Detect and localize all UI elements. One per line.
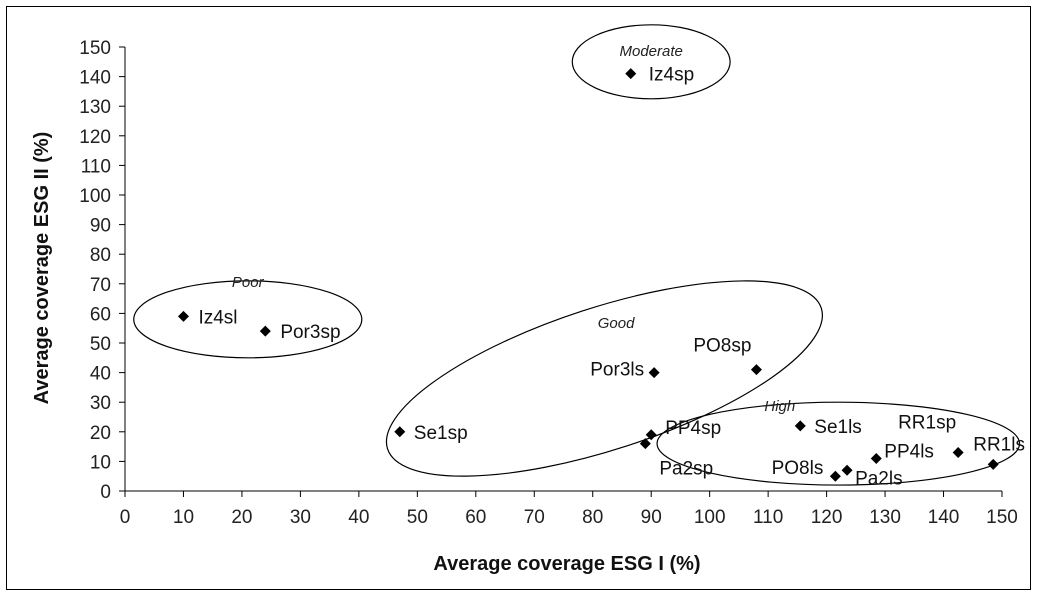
group-label: Poor bbox=[232, 274, 265, 291]
point-label-PO8ls: PO8ls bbox=[772, 458, 824, 479]
point-label-Pa2ls: Pa2ls bbox=[855, 468, 903, 489]
data-point-Se1ls bbox=[794, 420, 806, 432]
point-label-RR1ls: RR1ls bbox=[973, 434, 1025, 455]
x-tick-label: 130 bbox=[869, 507, 901, 528]
data-point-RR1ls bbox=[987, 458, 999, 470]
point-label-Se1sp: Se1sp bbox=[414, 423, 468, 444]
point-label-Por3ls: Por3ls bbox=[590, 360, 644, 381]
x-tick-label: 60 bbox=[465, 507, 486, 528]
y-axis-title: Average coverage ESG II (%) bbox=[31, 132, 53, 405]
group-ellipse bbox=[571, 24, 731, 100]
group-label: Good bbox=[598, 315, 635, 332]
x-tick-label: 0 bbox=[120, 507, 131, 528]
x-tick-label: 140 bbox=[928, 507, 960, 528]
point-label-PO8sp: PO8sp bbox=[693, 336, 751, 357]
y-tick-label: 130 bbox=[79, 97, 111, 118]
y-tick-label: 20 bbox=[90, 423, 111, 444]
data-point-Pa2ls bbox=[841, 464, 853, 476]
point-label-Iz4sl: Iz4sl bbox=[198, 307, 237, 328]
group-label: Moderate bbox=[620, 43, 683, 60]
x-tick-label: 70 bbox=[524, 507, 545, 528]
x-tick-label: 150 bbox=[986, 507, 1018, 528]
chart-frame bbox=[6, 6, 1031, 590]
data-point-RR1sp bbox=[952, 447, 964, 459]
x-tick-label: 120 bbox=[811, 507, 843, 528]
y-tick-label: 0 bbox=[100, 482, 111, 503]
point-label-Pa2sp: Pa2sp bbox=[659, 459, 713, 480]
group-ellipse bbox=[656, 401, 1021, 486]
x-tick-label: 30 bbox=[290, 507, 311, 528]
x-axis-title: Average coverage ESG I (%) bbox=[433, 553, 700, 575]
x-tick-label: 10 bbox=[173, 507, 194, 528]
y-tick-label: 120 bbox=[79, 127, 111, 148]
x-tick-label: 50 bbox=[407, 507, 428, 528]
group-ellipse bbox=[133, 280, 363, 359]
data-point-Pa2sp bbox=[639, 438, 651, 450]
point-label-PP4sp: PP4sp bbox=[665, 418, 721, 439]
group-ellipses: Moderate Poor Good High bbox=[133, 24, 1021, 486]
x-tick-label: 100 bbox=[694, 507, 726, 528]
data-point-Por3ls bbox=[648, 367, 660, 379]
data-point-PO8sp bbox=[750, 364, 762, 376]
y-tick-label: 110 bbox=[81, 156, 111, 177]
y-tick-label: 10 bbox=[90, 452, 111, 473]
data-points: Iz4sp Iz4sl Por3sp Se1sp Por3ls PO8sp PP4sp Pa2… bbox=[177, 65, 1025, 489]
y-tick-label: 100 bbox=[79, 186, 111, 207]
y-tick-label: 30 bbox=[90, 393, 111, 414]
point-label-Iz4sp: Iz4sp bbox=[649, 65, 694, 86]
data-point-Iz4sp bbox=[625, 68, 637, 80]
y-tick-label: 40 bbox=[90, 364, 111, 385]
y-tick-label: 140 bbox=[79, 68, 111, 89]
data-point-PP4ls bbox=[870, 452, 882, 464]
data-point-Se1sp bbox=[394, 426, 406, 438]
group-ellipse bbox=[385, 280, 823, 477]
x-tick-label: 90 bbox=[641, 507, 662, 528]
data-point-Iz4sl bbox=[177, 310, 189, 322]
y-tick-label: 60 bbox=[90, 304, 111, 325]
data-point-Por3sp bbox=[259, 325, 271, 337]
y-tick-label: 80 bbox=[90, 245, 111, 266]
data-point-PO8ls bbox=[829, 470, 841, 482]
point-label-PP4ls: PP4ls bbox=[884, 441, 934, 462]
data-point-PP4sp bbox=[645, 429, 657, 441]
y-tick-label: 90 bbox=[90, 216, 111, 237]
y-tick-label: 70 bbox=[90, 275, 111, 296]
x-tick-label: 110 bbox=[753, 507, 783, 528]
y-tick-label: 50 bbox=[90, 334, 111, 355]
point-label-Se1ls: Se1ls bbox=[814, 417, 862, 438]
x-tick-label: 40 bbox=[348, 507, 369, 528]
group-label: High bbox=[764, 398, 795, 415]
axes: 0 10 20 30 40 50 60 70 80 90 100 110 120 130 140 150 0 10… bbox=[79, 38, 1018, 528]
point-label-RR1sp: RR1sp bbox=[898, 413, 956, 434]
x-tick-label: 20 bbox=[231, 507, 252, 528]
y-tick-label: 150 bbox=[79, 38, 111, 59]
x-tick-label: 80 bbox=[582, 507, 603, 528]
point-label-Por3sp: Por3sp bbox=[280, 322, 340, 343]
